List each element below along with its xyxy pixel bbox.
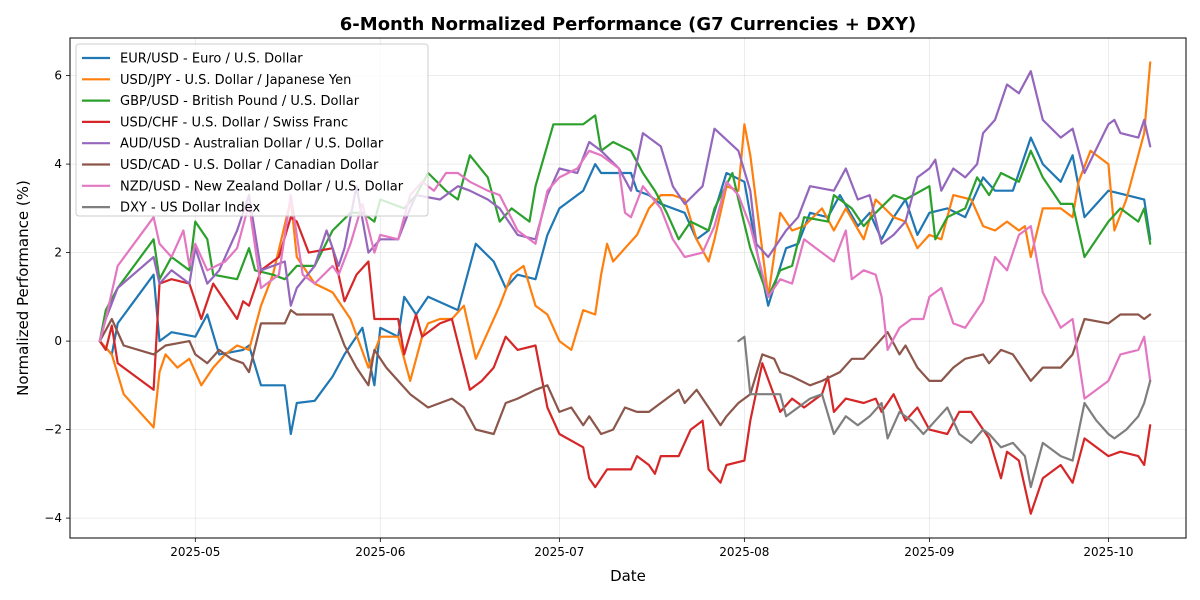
legend: EUR/USD - Euro / U.S. Dollar USD/JPY - U.… xyxy=(75,43,429,217)
legend-label: NZD/USD - New Zealand Dollar / U.S. Doll… xyxy=(120,179,404,194)
legend-label: EUR/USD - Euro / U.S. Dollar xyxy=(120,52,303,67)
x-tick-label: 2025-08 xyxy=(719,545,769,559)
series-layer xyxy=(98,61,1152,515)
y-tick-label: 6 xyxy=(54,69,62,83)
legend-label: AUD/USD - Australian Dollar / U.S. Dolla… xyxy=(120,137,384,152)
plot-frame xyxy=(69,37,1187,539)
legend-label: USD/CHF - U.S. Dollar / Swiss Franc xyxy=(120,115,348,130)
legend-label: DXY - US Dollar Index xyxy=(120,201,260,216)
y-tick-label: 4 xyxy=(54,157,62,171)
series-line-5 xyxy=(98,309,1152,436)
x-tick-label: 2025-09 xyxy=(904,545,954,559)
y-tick-label: −4 xyxy=(44,511,62,525)
x-tick-label: 2025-10 xyxy=(1083,545,1133,559)
series-line-7 xyxy=(737,335,1152,489)
y-tick-label: 0 xyxy=(54,334,62,348)
series-line-4 xyxy=(98,70,1152,343)
y-tick-label: −2 xyxy=(44,423,62,437)
x-axis-title: Date xyxy=(610,567,646,585)
x-tick-label: 2025-07 xyxy=(534,545,584,559)
x-tick-label: 2025-05 xyxy=(170,545,220,559)
x-axis: 2025-05 2025-06 2025-07 2025-08 2025-09 2025-… xyxy=(170,538,1133,559)
series-line-0 xyxy=(98,136,1152,436)
chart-title: 6-Month Normalized Performance (G7 Curre… xyxy=(340,14,916,35)
y-axis: −4 −2 0 2 4 6 xyxy=(44,69,70,525)
legend-box xyxy=(75,43,429,217)
y-axis-title: Normalized Performance (%) xyxy=(14,180,32,396)
series-line-3 xyxy=(98,216,1152,515)
legend-label: USD/CAD - U.S. Dollar / Canadian Dollar xyxy=(120,158,379,173)
series-line-6 xyxy=(98,149,1152,400)
legend-label: USD/JPY - U.S. Dollar / Japanese Yen xyxy=(120,73,351,88)
x-tick-label: 2025-06 xyxy=(355,545,405,559)
series-line-1 xyxy=(98,61,1152,429)
legend-label: GBP/USD - British Pound / U.S. Dollar xyxy=(120,94,360,109)
y-tick-label: 2 xyxy=(54,246,62,260)
